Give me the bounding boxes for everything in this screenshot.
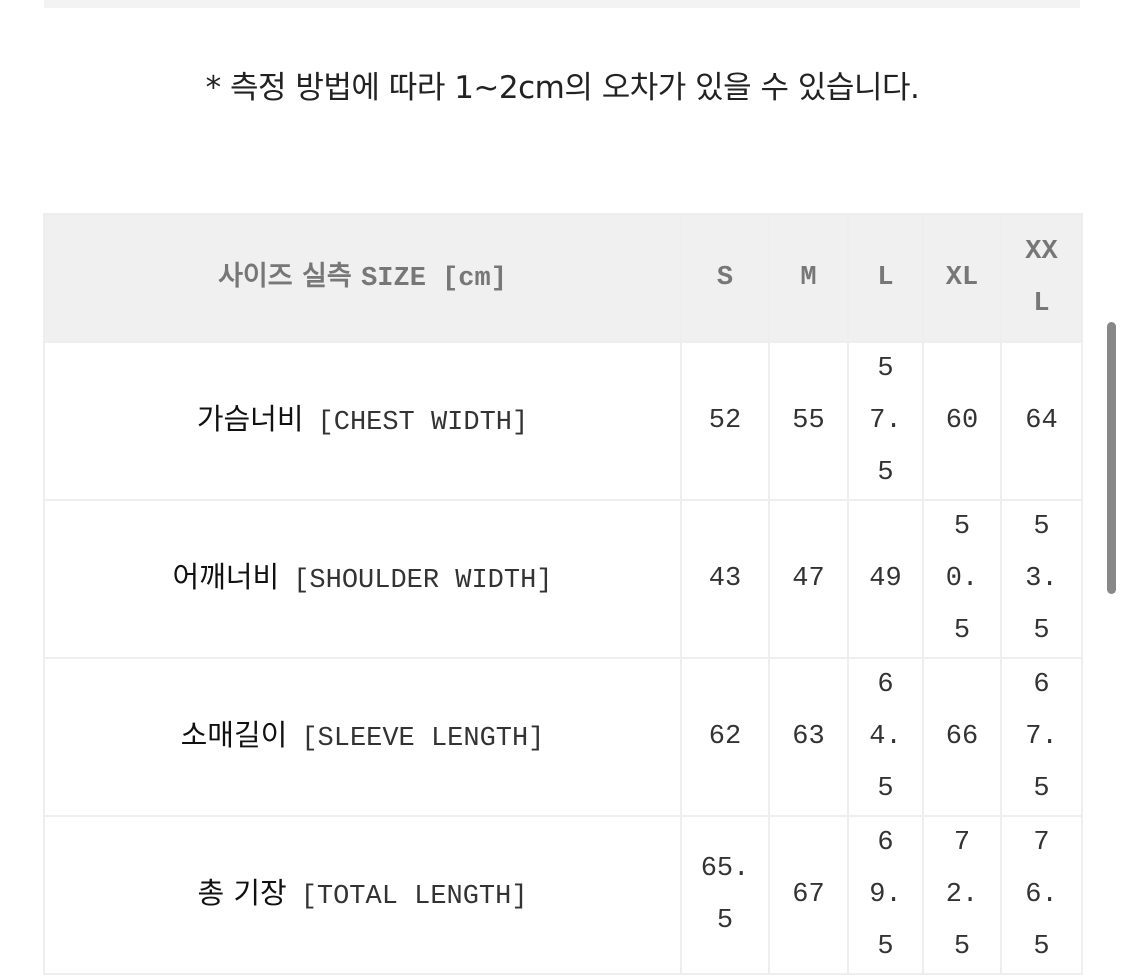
size-value-cell: 49	[849, 501, 922, 657]
size-value-cell: 53.5	[1002, 501, 1081, 657]
size-value-cell: 67	[770, 817, 847, 973]
label-ko: 가슴너비	[196, 402, 304, 436]
header-size-s: S	[682, 215, 768, 341]
header-title-en: SIZE [cm]	[361, 264, 507, 294]
label-ko: 총 기장	[197, 876, 287, 910]
header-title-ko: 사이즈 실측	[218, 261, 352, 292]
label-en: [SHOULDER WIDTH]	[293, 566, 553, 596]
size-value-cell: 67.5	[1002, 659, 1081, 815]
size-value-cell: 72.5	[924, 817, 1000, 973]
size-value-cell: 55	[770, 343, 847, 499]
header-size-l: L	[849, 215, 922, 341]
size-value-cell: 76.5	[1002, 817, 1081, 973]
size-value-cell: 47	[770, 501, 847, 657]
measurement-label: 어깨너비 [SHOULDER WIDTH]	[45, 501, 680, 657]
measurement-label: 가슴너비 [CHEST WIDTH]	[45, 343, 680, 499]
label-en: [CHEST WIDTH]	[317, 408, 529, 438]
header-title: 사이즈 실측 SIZE [cm]	[45, 215, 680, 341]
table-header-row: 사이즈 실측 SIZE [cm] S M L XL XXL	[45, 215, 1081, 341]
label-en: [SLEEVE LENGTH]	[301, 724, 545, 754]
size-value-cell: 64	[1002, 343, 1081, 499]
label-en: [TOTAL LENGTH]	[300, 882, 528, 912]
size-chart-table: 사이즈 실측 SIZE [cm] S M L XL XXL 가슴너비 [CHEST…	[43, 213, 1083, 975]
header-size-xxl: XXL	[1002, 215, 1081, 341]
size-value-cell: 64.5	[849, 659, 922, 815]
scrollbar[interactable]	[1107, 322, 1116, 594]
label-ko: 소매길이	[180, 718, 288, 752]
size-value-cell: 65.5	[682, 817, 768, 973]
size-value-cell: 57.5	[849, 343, 922, 499]
size-value-cell: 43	[682, 501, 768, 657]
table-row: 어깨너비 [SHOULDER WIDTH] 43 47 49 50.5 53.5	[45, 501, 1081, 657]
measurement-label: 총 기장 [TOTAL LENGTH]	[45, 817, 680, 973]
table-row: 소매길이 [SLEEVE LENGTH] 62 63 64.5 66 67.5	[45, 659, 1081, 815]
header-size-xl: XL	[924, 215, 1000, 341]
measurement-note: * 측정 방법에 따라 1~2cm의 오차가 있을 수 있습니다.	[205, 70, 920, 106]
table-row: 총 기장 [TOTAL LENGTH] 65.5 67 69.5 72.5 76.5	[45, 817, 1081, 973]
size-value-cell: 66	[924, 659, 1000, 815]
size-value-cell: 62	[682, 659, 768, 815]
size-value-cell: 52	[682, 343, 768, 499]
size-value-cell: 60	[924, 343, 1000, 499]
size-value-cell: 69.5	[849, 817, 922, 973]
header-size-m: M	[770, 215, 847, 341]
top-divider	[44, 0, 1080, 8]
measurement-label: 소매길이 [SLEEVE LENGTH]	[45, 659, 680, 815]
size-value-cell: 63	[770, 659, 847, 815]
label-ko: 어깨너비	[172, 560, 280, 594]
size-value-cell: 50.5	[924, 501, 1000, 657]
table-row: 가슴너비 [CHEST WIDTH] 52 55 57.5 60 64	[45, 343, 1081, 499]
